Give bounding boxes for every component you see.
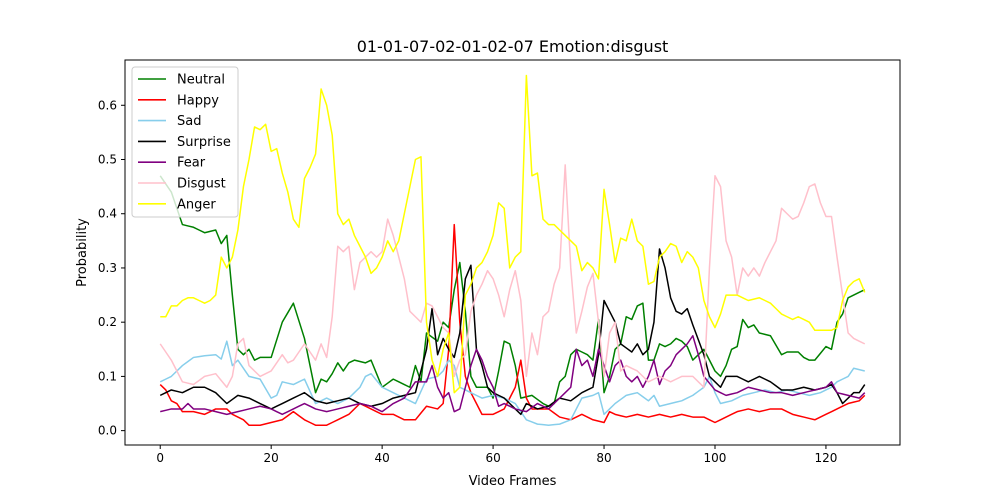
y-tick-label: 0.4 xyxy=(98,207,117,221)
legend-label-fear: Fear xyxy=(177,156,206,171)
x-tick-label: 0 xyxy=(156,451,164,465)
legend-label-anger: Anger xyxy=(177,197,216,212)
y-axis-ticks: 0.0 0.1 0.2 0.3 0.4 0.5 0.6 xyxy=(98,98,125,438)
y-tick-label: 0.1 xyxy=(98,369,117,383)
y-tick-label: 0.0 xyxy=(98,424,117,438)
series-layer xyxy=(159,74,866,426)
y-tick-label: 0.3 xyxy=(98,261,117,275)
legend-label-happy: Happy xyxy=(177,93,219,108)
plot-frame xyxy=(124,59,901,446)
y-tick-label: 0.6 xyxy=(98,98,117,112)
legend-frame xyxy=(131,66,239,218)
series-line-disgust xyxy=(159,164,866,388)
series-line-fear xyxy=(160,334,866,416)
series-line-happy xyxy=(159,223,866,426)
y-axis-label: Probability xyxy=(75,218,90,287)
x-tick-label: 100 xyxy=(704,451,727,465)
chart-title: 01-01-07-02-01-02-07 Emotion:disgust xyxy=(357,37,669,56)
legend-label-surprise: Surprise xyxy=(177,135,231,150)
legend-label-neutral: Neutral xyxy=(177,73,225,88)
y-tick-label: 0.2 xyxy=(98,315,117,329)
x-axis-label: Video Frames xyxy=(469,474,557,489)
series-line-anger xyxy=(160,74,866,394)
x-tick-label: 60 xyxy=(485,451,500,465)
series-line-surprise xyxy=(159,248,866,416)
series-line-sad xyxy=(159,340,865,426)
legend: Neutral Happy Sad Surprise Fear Disgust Anger xyxy=(131,66,239,218)
x-tick-label: 20 xyxy=(264,451,279,465)
y-tick-label: 0.5 xyxy=(98,153,117,167)
x-tick-label: 120 xyxy=(814,451,837,465)
series-line-neutral xyxy=(159,175,866,407)
legend-label-disgust: Disgust xyxy=(177,177,226,192)
x-tick-label: 40 xyxy=(374,451,389,465)
x-axis-ticks: 0 20 40 60 80 100 120 xyxy=(156,445,837,465)
x-tick-label: 80 xyxy=(596,451,611,465)
legend-label-sad: Sad xyxy=(177,114,201,129)
